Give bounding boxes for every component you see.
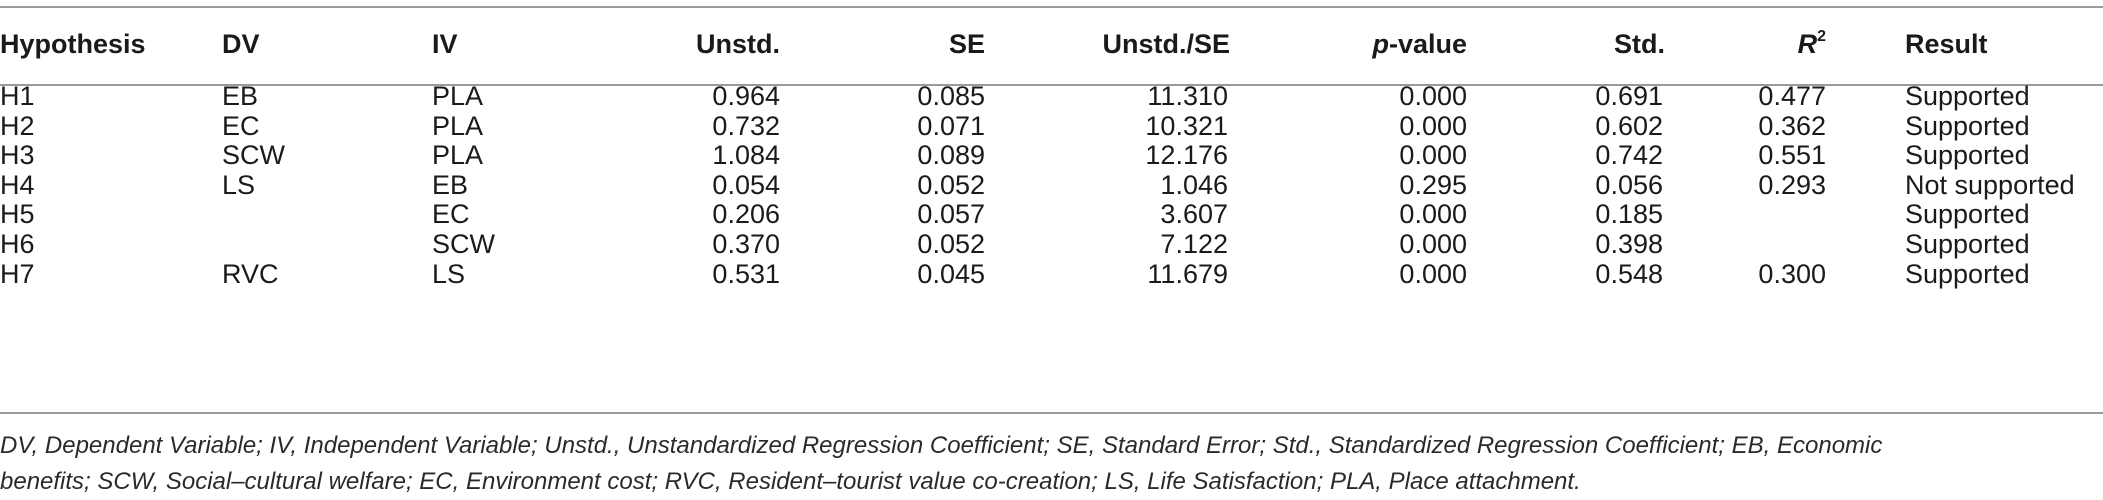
table-header-rule — [0, 84, 2103, 86]
cell-unstd: 0.206 — [712, 199, 780, 230]
cell-unstd: 0.964 — [712, 81, 780, 111]
header-dv: DV — [222, 29, 260, 59]
cell-result: Supported — [1905, 258, 2030, 289]
cell-result: Supported — [1905, 81, 2030, 111]
cell-p-value: 0.000 — [1399, 110, 1467, 141]
cell-iv: PLA — [432, 140, 484, 171]
cell-unstd-se: 3.607 — [1160, 199, 1228, 230]
cell-se: 0.089 — [917, 140, 985, 171]
table-footnote: DV, Dependent Variable; IV, Independent … — [0, 428, 2090, 500]
cell-hypothesis: H7 — [0, 258, 35, 289]
header-iv: IV — [432, 29, 458, 59]
cell-iv: EB — [432, 169, 469, 200]
cell-hypothesis: H2 — [0, 110, 35, 141]
cell-unstd-se: 12.176 — [1145, 140, 1228, 171]
cell-result: Supported — [1905, 110, 2030, 141]
table-bottom-rule — [0, 412, 2103, 414]
header-r2-base: R — [1797, 29, 1818, 59]
header-p-rest: -value — [1388, 29, 1467, 59]
cell-result: Supported — [1905, 199, 2030, 230]
cell-unstd-se: 10.321 — [1145, 110, 1228, 141]
cell-hypothesis: H6 — [0, 229, 35, 259]
header-unstd: Unstd. — [696, 29, 780, 59]
cell-unstd-se: 7.122 — [1160, 229, 1228, 259]
header-se: SE — [948, 29, 985, 59]
cell-p-value: 0.000 — [1399, 258, 1467, 289]
cell-std: 0.602 — [1595, 110, 1663, 141]
cell-unstd-se: 11.310 — [1147, 81, 1228, 111]
cell-std: 0.398 — [1595, 229, 1663, 259]
footnote-line-1: DV, Dependent Variable; IV, Independent … — [0, 432, 1883, 459]
header-hypothesis: Hypothesis — [0, 29, 146, 59]
cell-p-value: 0.000 — [1399, 199, 1467, 230]
cell-std: 0.742 — [1595, 140, 1663, 171]
cell-std: 0.056 — [1595, 169, 1663, 200]
cell-std: 0.548 — [1595, 258, 1663, 289]
cell-unstd-se: 11.679 — [1147, 258, 1228, 289]
header-p-value: p-value — [1305, 27, 1467, 61]
cell-r-squared: 0.477 — [1758, 81, 1826, 111]
cell-p-value: 0.000 — [1399, 140, 1467, 171]
cell-iv: SCW — [432, 229, 495, 259]
cell-result: Not supported — [1905, 169, 2075, 200]
cell-std: 0.691 — [1595, 81, 1663, 111]
header-std: Std. — [1614, 29, 1665, 59]
footnote-line-2: benefits; SCW, Social–cultural welfare; … — [0, 468, 1581, 495]
cell-se: 0.071 — [917, 110, 985, 141]
cell-iv: PLA — [432, 81, 484, 111]
cell-hypothesis: H5 — [0, 199, 35, 230]
cell-se: 0.052 — [917, 229, 985, 259]
cell-unstd-se: 1.046 — [1160, 169, 1228, 200]
cell-dv: EB — [222, 81, 259, 111]
cell-se: 0.052 — [917, 169, 985, 200]
cell-unstd: 0.370 — [712, 229, 780, 259]
cell-hypothesis: H1 — [0, 81, 35, 111]
cell-dv: SCW — [222, 140, 285, 171]
cell-r-squared: 0.300 — [1758, 258, 1826, 289]
cell-iv: PLA — [432, 110, 484, 141]
cell-unstd: 0.531 — [712, 258, 780, 289]
cell-std: 0.185 — [1595, 199, 1663, 230]
header-r2-sup: 2 — [1817, 28, 1826, 45]
cell-r-squared: 0.551 — [1758, 140, 1826, 171]
table-top-rule — [0, 6, 2103, 8]
cell-result: Supported — [1905, 140, 2030, 171]
cell-result: Supported — [1905, 229, 2030, 259]
cell-dv: LS — [222, 169, 256, 200]
cell-unstd: 1.084 — [712, 140, 780, 171]
cell-se: 0.045 — [917, 258, 985, 289]
cell-p-value: 0.295 — [1399, 169, 1467, 200]
header-unstd-se: Unstd./SE — [1102, 29, 1230, 59]
cell-p-value: 0.000 — [1399, 229, 1467, 259]
cell-r-squared: 0.293 — [1758, 169, 1826, 200]
cell-dv: RVC — [222, 258, 279, 289]
cell-hypothesis: H4 — [0, 169, 35, 200]
cell-dv: EC — [222, 110, 260, 141]
header-result: Result — [1905, 29, 1988, 59]
cell-unstd: 0.732 — [712, 110, 780, 141]
cell-p-value: 0.000 — [1399, 81, 1467, 111]
cell-iv: LS — [432, 258, 466, 289]
cell-se: 0.057 — [917, 199, 985, 230]
cell-se: 0.085 — [917, 81, 985, 111]
header-r-squared: R2 — [1730, 27, 1826, 61]
cell-r-squared: 0.362 — [1758, 110, 1826, 141]
header-p-italic: p — [1372, 29, 1389, 59]
cell-iv: EC — [432, 199, 470, 230]
cell-hypothesis: H3 — [0, 140, 35, 171]
cell-unstd: 0.054 — [712, 169, 780, 200]
